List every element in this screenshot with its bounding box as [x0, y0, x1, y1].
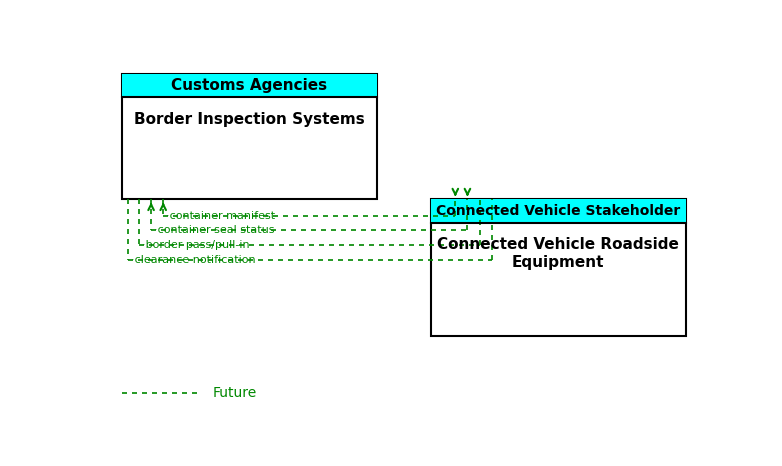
Bar [122, 74, 377, 199]
Bar [431, 199, 686, 336]
Text: ·border pass/pull-in: ·border pass/pull-in [142, 240, 249, 250]
Bar [122, 74, 377, 97]
Text: Connected Vehicle Stakeholder: Connected Vehicle Stakeholder [436, 204, 680, 218]
Text: Future: Future [213, 386, 257, 400]
Text: ·container seal status: ·container seal status [154, 225, 274, 235]
Text: Customs Agencies: Customs Agencies [171, 78, 328, 93]
Text: Connected Vehicle Roadside
Equipment: Connected Vehicle Roadside Equipment [437, 237, 680, 269]
Text: ·clearance notification: ·clearance notification [131, 255, 256, 265]
Text: Border Inspection Systems: Border Inspection Systems [134, 111, 364, 127]
Bar [431, 199, 686, 223]
Text: ·container manifest: ·container manifest [167, 211, 275, 220]
